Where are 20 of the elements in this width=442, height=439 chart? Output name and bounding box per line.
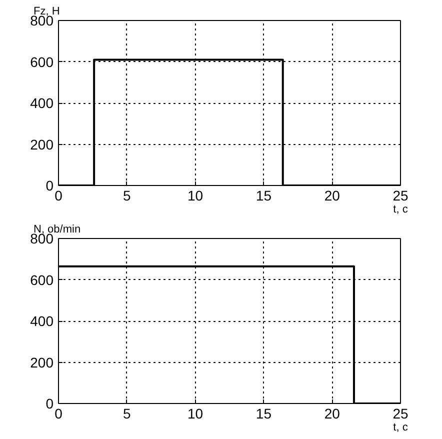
y-tick-label: 400 — [30, 95, 54, 111]
x-tick-label: 5 — [123, 406, 132, 422]
y-tick-label: 600 — [30, 272, 54, 288]
x-tick-label: 15 — [256, 406, 272, 422]
x-tick-label: 25 — [392, 406, 408, 422]
x-tick-label: 20 — [324, 406, 340, 422]
x-axis-title: t, c — [393, 422, 408, 434]
y-tick-label: 200 — [30, 136, 54, 152]
y-tick-label: 400 — [30, 313, 54, 329]
x-tick-label: 5 — [123, 188, 132, 204]
x-tick-label: 10 — [188, 406, 204, 422]
y-tick-label: 600 — [30, 54, 54, 70]
x-tick-label: 20 — [324, 188, 340, 204]
y-tick-label: 0 — [46, 396, 54, 412]
x-tick-label: 25 — [392, 188, 408, 204]
y-tick-label: 0 — [46, 178, 54, 194]
x-tick-label: 10 — [188, 188, 204, 204]
y-tick-label: 200 — [30, 354, 54, 370]
x-axis-title: t, c — [393, 204, 408, 216]
x-tick-label: 15 — [256, 188, 272, 204]
